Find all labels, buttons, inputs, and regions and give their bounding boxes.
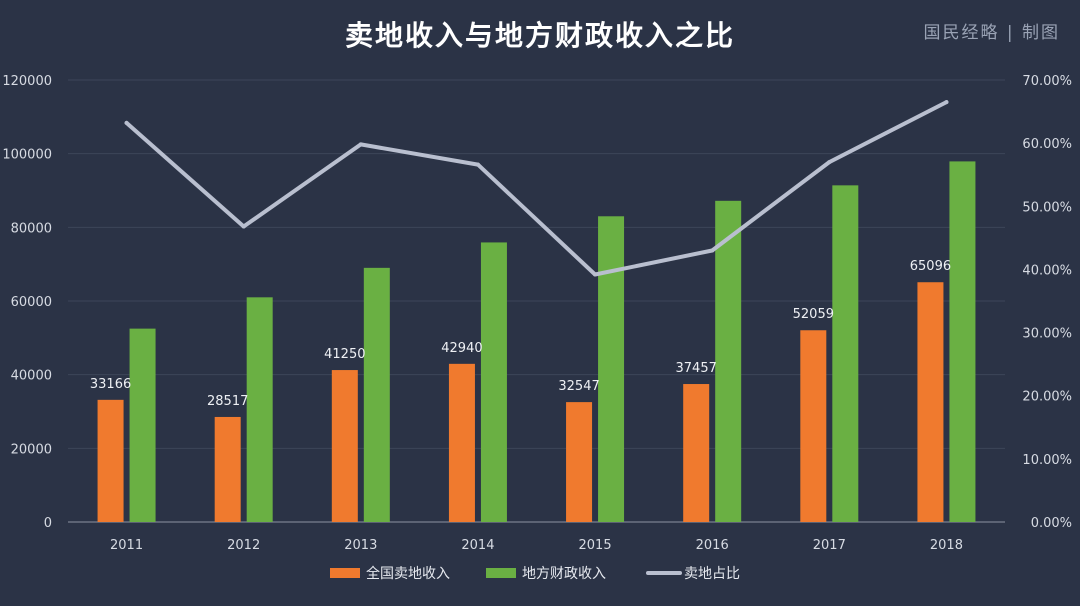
legend-local-revenue-swatch [486, 568, 516, 578]
right-tick-label: 30.00% [1022, 327, 1072, 342]
legend-land-sales: 全国卖地收入 [330, 565, 450, 582]
left-tick-label: 0 [44, 516, 52, 531]
legend-land-sales-swatch [330, 568, 360, 578]
bar-local-revenue [715, 200, 742, 522]
data-label-land-sales: 42940 [441, 341, 482, 356]
bar-land-sales [97, 399, 124, 522]
data-label-land-sales: 37457 [676, 361, 717, 376]
x-axis: 2011 2012 2013 2014 2015 2016 2017 2018 [68, 521, 1005, 553]
x-tick-label: 2014 [461, 538, 494, 553]
data-label-land-sales: 52059 [793, 307, 834, 322]
bar-land-sales [800, 330, 827, 522]
ratio-point [475, 162, 480, 167]
bar-local-revenue [129, 328, 156, 522]
data-label-land-sales: 33166 [90, 377, 131, 392]
x-tick-label: 2013 [344, 538, 377, 553]
bar-local-revenue [246, 297, 273, 522]
left-tick-label: 20000 [11, 442, 52, 457]
x-tick-label: 2016 [696, 538, 729, 553]
legend-local-revenue: 地方财政收入 [486, 566, 606, 582]
x-tick-label: 2015 [579, 538, 612, 553]
right-y-axis: 0.00% 10.00% 20.00% 30.00% 40.00% 50.00% 60.00… [1022, 74, 1072, 531]
bar-local-revenue [480, 242, 507, 522]
right-tick-label: 20.00% [1022, 390, 1072, 405]
left-tick-label: 80000 [11, 221, 52, 236]
left-y-axis: 0 20000 40000 60000 80000 100000 120000 [2, 74, 52, 531]
right-tick-label: 50.00% [1022, 200, 1072, 215]
data-labels: 33166 28517 41250 42940 32547 37457 52059 65096 [90, 259, 951, 409]
data-label-land-sales: 41250 [324, 347, 365, 362]
bar-land-sales [566, 402, 593, 522]
x-tick-label: 2012 [227, 538, 260, 553]
ratio-point [710, 248, 715, 253]
data-label-land-sales: 28517 [207, 394, 248, 409]
left-tick-label: 60000 [11, 295, 52, 310]
ratio-point [944, 100, 949, 105]
x-tick-label: 2011 [110, 538, 143, 553]
bar-local-revenue [949, 161, 976, 522]
bar-local-revenue [598, 216, 625, 523]
ratio-line [124, 100, 949, 277]
right-tick-label: 40.00% [1022, 263, 1072, 278]
legend-land-sales-label: 全国卖地收入 [366, 565, 450, 582]
left-tick-label: 100000 [2, 148, 52, 163]
ratio-point [593, 272, 598, 277]
ratio-point [358, 142, 363, 147]
legend-land-ratio: 卖地占比 [646, 566, 740, 582]
right-tick-label: 70.00% [1022, 74, 1072, 89]
ratio-point [241, 224, 246, 229]
data-label-land-sales: 65096 [910, 259, 951, 274]
ratio-point [124, 120, 129, 125]
x-tick-label: 2018 [930, 538, 963, 553]
left-tick-label: 120000 [2, 74, 52, 89]
series-line-land-ratio [124, 100, 949, 277]
legend: 全国卖地收入 地方财政收入 卖地占比 [330, 565, 740, 582]
bar-local-revenue [363, 267, 390, 522]
bars [97, 161, 976, 523]
bar-land-sales [448, 363, 475, 522]
bar-land-sales [331, 370, 358, 522]
legend-local-revenue-label: 地方财政收入 [522, 566, 606, 582]
bar-local-revenue [832, 185, 859, 523]
bar-land-sales [917, 282, 944, 522]
chart-title: 卖地收入与地方财政收入之比 [344, 19, 735, 52]
brand-watermark: 国民经略 | 制图 [923, 23, 1060, 43]
bar-land-sales [683, 384, 710, 522]
right-tick-label: 0.00% [1031, 516, 1072, 531]
data-label-land-sales: 32547 [558, 379, 599, 394]
legend-land-ratio-label: 卖地占比 [684, 566, 740, 582]
right-tick-label: 10.00% [1022, 453, 1072, 468]
bar-land-sales [214, 416, 241, 522]
x-tick-label: 2017 [813, 538, 846, 553]
ratio-point [827, 160, 832, 165]
left-tick-label: 40000 [11, 369, 52, 384]
right-tick-label: 60.00% [1022, 137, 1072, 152]
